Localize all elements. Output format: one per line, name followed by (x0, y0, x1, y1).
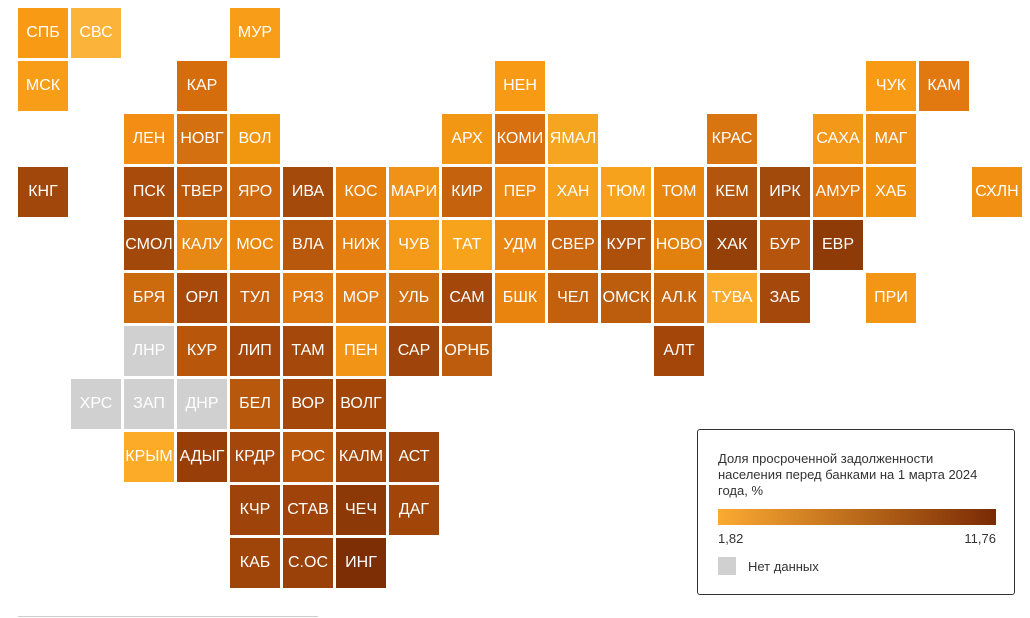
region-tile[interactable]: СВЕР (548, 220, 598, 270)
region-tile[interactable]: ТЮМ (601, 167, 651, 217)
region-tile[interactable]: ВОР (283, 379, 333, 429)
region-tile[interactable]: СТАВ (283, 485, 333, 535)
region-tile[interactable]: КРДР (230, 432, 280, 482)
region-tile[interactable]: МУР (230, 8, 280, 58)
region-tile[interactable]: САМ (442, 273, 492, 323)
region-tile[interactable]: ТВЕР (177, 167, 227, 217)
region-tile[interactable]: ВОЛ (230, 114, 280, 164)
region-tile[interactable]: АМУР (813, 167, 863, 217)
region-tile[interactable]: РЯЗ (283, 273, 333, 323)
region-tile[interactable]: ЕВР (813, 220, 863, 270)
region-tile[interactable]: СВС (71, 8, 121, 58)
region-tile[interactable]: ТУЛ (230, 273, 280, 323)
region-tile[interactable]: СХЛН (972, 167, 1022, 217)
region-tile[interactable]: С.ОС (283, 538, 333, 588)
region-tile[interactable]: ХАН (548, 167, 598, 217)
region-tile[interactable]: ПРИ (866, 273, 916, 323)
region-tile[interactable]: ЧЕЧ (336, 485, 386, 535)
region-tile[interactable]: ЧЕЛ (548, 273, 598, 323)
region-tile[interactable]: ОРНБ (442, 326, 492, 376)
region-tile[interactable]: ЯРО (230, 167, 280, 217)
region-tile[interactable]: БШК (495, 273, 545, 323)
region-tile[interactable]: КАЛМ (336, 432, 386, 482)
region-tile[interactable]: АСТ (389, 432, 439, 482)
region-tile[interactable]: ЛИП (230, 326, 280, 376)
region-tile[interactable]: САХА (813, 114, 863, 164)
region-tile[interactable]: ХРС (71, 379, 121, 429)
legend-nodata-swatch (718, 557, 736, 575)
region-tile[interactable]: КНГ (18, 167, 68, 217)
region-tile[interactable]: ПЕР (495, 167, 545, 217)
region-tile[interactable]: КЕМ (707, 167, 757, 217)
region-tile[interactable]: ЯМАЛ (548, 114, 598, 164)
region-tile[interactable]: АРХ (442, 114, 492, 164)
region-tile[interactable]: КУР (177, 326, 227, 376)
region-tile[interactable]: ЧУВ (389, 220, 439, 270)
legend-title: Доля просроченной задолженности населени… (718, 451, 978, 498)
region-tile[interactable]: ЛНР (124, 326, 174, 376)
region-tile[interactable]: ОМСК (601, 273, 651, 323)
region-tile[interactable]: БЕЛ (230, 379, 280, 429)
region-tile[interactable]: КУРГ (601, 220, 651, 270)
region-tile[interactable]: НОВГ (177, 114, 227, 164)
region-tile[interactable]: САР (389, 326, 439, 376)
region-tile[interactable]: ИРК (760, 167, 810, 217)
region-tile[interactable]: КРАС (707, 114, 757, 164)
region-tile[interactable]: БРЯ (124, 273, 174, 323)
region-tile[interactable]: ТУВА (707, 273, 757, 323)
region-tile[interactable]: НОВО (654, 220, 704, 270)
region-tile[interactable]: ХАК (707, 220, 757, 270)
region-tile[interactable]: КАМ (919, 61, 969, 111)
region-tile[interactable]: НЕН (495, 61, 545, 111)
region-tile[interactable]: КАБ (230, 538, 280, 588)
region-tile[interactable]: ПСК (124, 167, 174, 217)
region-tile[interactable]: ОРЛ (177, 273, 227, 323)
region-tile[interactable]: АЛ.К (654, 273, 704, 323)
legend: Доля просроченной задолженности населени… (697, 429, 1015, 595)
region-tile[interactable]: ДАГ (389, 485, 439, 535)
region-tile[interactable]: НИЖ (336, 220, 386, 270)
legend-gradient-bar (718, 509, 996, 525)
region-tile[interactable]: КЧР (230, 485, 280, 535)
region-tile[interactable]: ПЕН (336, 326, 386, 376)
region-tile[interactable]: КАЛУ (177, 220, 227, 270)
region-tile[interactable]: СМОЛ (124, 220, 174, 270)
region-tile[interactable]: АДЫГ (177, 432, 227, 482)
region-tile[interactable]: ИНГ (336, 538, 386, 588)
legend-max-label: 11,76 (964, 531, 996, 546)
region-tile[interactable]: ЗАБ (760, 273, 810, 323)
region-tile[interactable]: ТОМ (654, 167, 704, 217)
region-tile[interactable]: ТАМ (283, 326, 333, 376)
region-tile[interactable]: ЧУК (866, 61, 916, 111)
region-tile[interactable]: КАР (177, 61, 227, 111)
region-tile[interactable]: ЗАП (124, 379, 174, 429)
region-tile[interactable]: ВОЛГ (336, 379, 386, 429)
region-tile[interactable]: МСК (18, 61, 68, 111)
region-tile[interactable]: АЛТ (654, 326, 704, 376)
region-tile[interactable]: ДНР (177, 379, 227, 429)
region-tile[interactable]: МОС (230, 220, 280, 270)
region-tile[interactable]: КОМИ (495, 114, 545, 164)
bottom-divider (18, 616, 318, 617)
region-tile[interactable]: ТАТ (442, 220, 492, 270)
region-tile[interactable]: МОР (336, 273, 386, 323)
region-tile[interactable]: МАГ (866, 114, 916, 164)
region-tile[interactable]: ХАБ (866, 167, 916, 217)
legend-nodata-label: Нет данных (748, 559, 819, 574)
legend-min-label: 1,82 (718, 531, 744, 546)
region-tile[interactable]: КРЫМ (124, 432, 174, 482)
region-tile[interactable]: БУР (760, 220, 810, 270)
region-tile[interactable]: ВЛА (283, 220, 333, 270)
region-tile[interactable]: КИР (442, 167, 492, 217)
region-tile[interactable]: МАРИ (389, 167, 439, 217)
region-tile[interactable]: УДМ (495, 220, 545, 270)
region-tile[interactable]: ЛЕН (124, 114, 174, 164)
region-tile[interactable]: СПБ (18, 8, 68, 58)
region-tile[interactable]: ИВА (283, 167, 333, 217)
region-tile[interactable]: РОС (283, 432, 333, 482)
region-tile[interactable]: КОС (336, 167, 386, 217)
region-tile[interactable]: УЛЬ (389, 273, 439, 323)
